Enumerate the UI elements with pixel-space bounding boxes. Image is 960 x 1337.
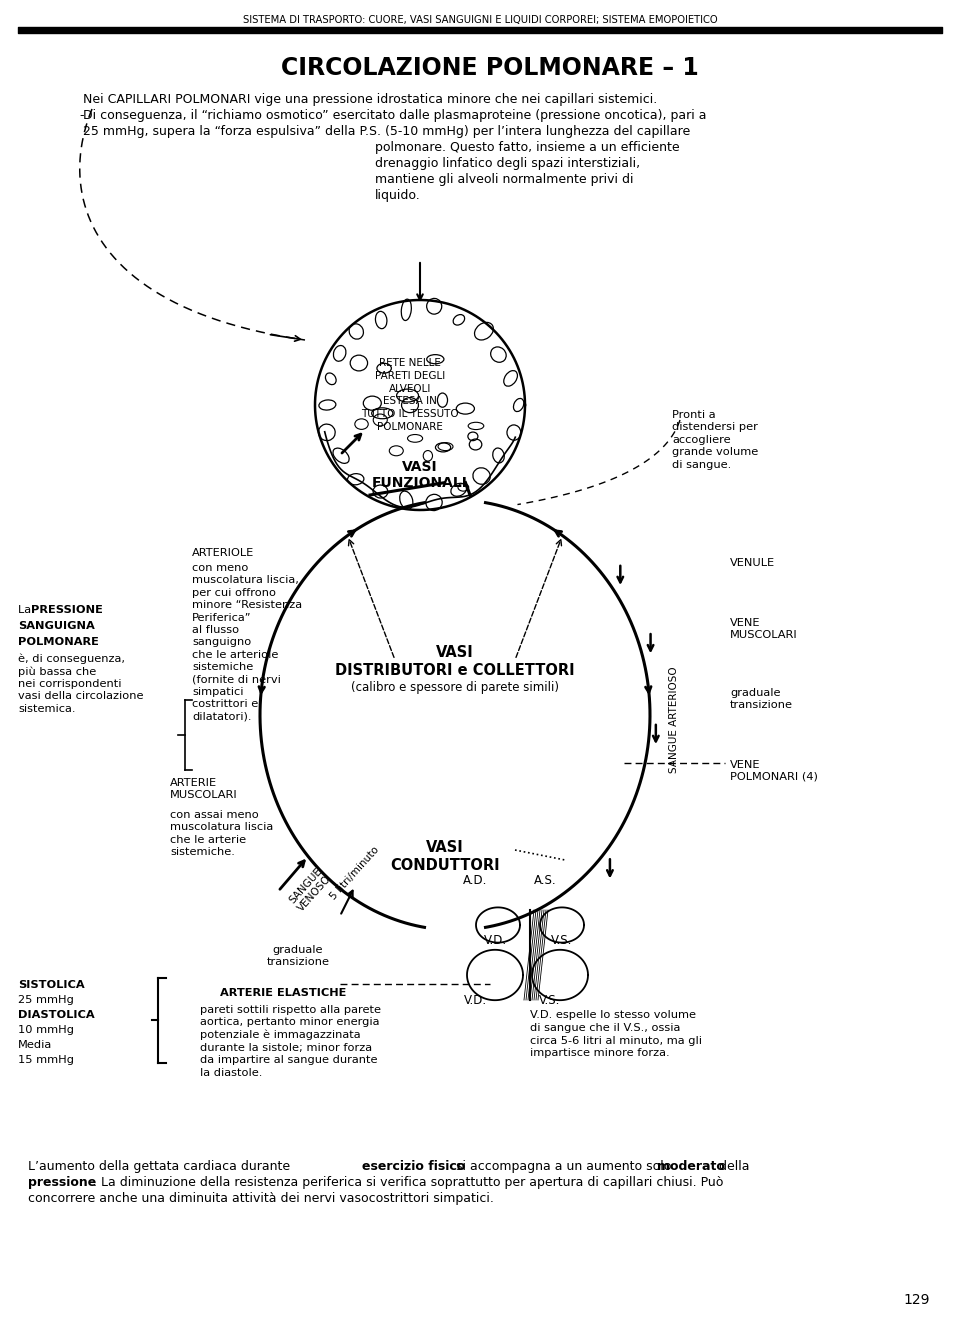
Text: VASI: VASI	[426, 840, 464, 854]
Text: V.S.: V.S.	[540, 993, 561, 1007]
Text: drenaggio linfatico degli spazi interstiziali,: drenaggio linfatico degli spazi intersti…	[375, 156, 640, 170]
Text: 129: 129	[903, 1293, 930, 1308]
Text: PRESSIONE: PRESSIONE	[31, 606, 103, 615]
Text: con meno
muscolatura liscia,
per cui offrono
minore “Resistenza
Periferica”
al f: con meno muscolatura liscia, per cui off…	[192, 563, 302, 722]
Text: 25 mmHg, supera la “forza espulsiva” della P.S. (5-10 mmHg) per l’intera lunghez: 25 mmHg, supera la “forza espulsiva” del…	[83, 124, 690, 138]
Text: esercizio fisico: esercizio fisico	[362, 1161, 466, 1173]
Text: (calibro e spessore di parete simili): (calibro e spessore di parete simili)	[351, 681, 559, 694]
Text: della: della	[715, 1161, 750, 1173]
Text: 25 mmHg: 25 mmHg	[18, 995, 74, 1005]
Text: ARTERIE ELASTICHE: ARTERIE ELASTICHE	[220, 988, 347, 997]
Text: Di conseguenza, il “richiamo osmotico” esercitato dalle plasmaproteine (pression: Di conseguenza, il “richiamo osmotico” e…	[83, 110, 707, 122]
Text: VENE
MUSCOLARI: VENE MUSCOLARI	[730, 618, 798, 639]
Text: con assai meno
muscolatura liscia
che le arterie
sistemiche.: con assai meno muscolatura liscia che le…	[170, 810, 274, 857]
Text: V.D. espelle lo stesso volume
di sangue che il V.S., ossia
circa 5-6 litri al mi: V.D. espelle lo stesso volume di sangue …	[530, 1009, 702, 1059]
Text: VASI
FUNZIONALI: VASI FUNZIONALI	[372, 460, 468, 491]
Text: si accompagna a un aumento solo: si accompagna a un aumento solo	[452, 1161, 676, 1173]
Text: DIASTOLICA: DIASTOLICA	[18, 1009, 95, 1020]
Text: A.S.: A.S.	[534, 873, 556, 886]
Text: RETE NELLE
PARETI DEGLI
ALVEOLI
ESTESA IN
TUTTO IL TESSUTO
POLMONARE: RETE NELLE PARETI DEGLI ALVEOLI ESTESA I…	[361, 358, 459, 432]
Text: pressione: pressione	[28, 1177, 96, 1189]
Text: SANGUE
VENOSO: SANGUE VENOSO	[287, 866, 333, 913]
Text: VASI: VASI	[436, 644, 474, 660]
Text: pareti sottili rispetto alla parete
aortica, pertanto minor energia
potenziale è: pareti sottili rispetto alla parete aort…	[200, 1005, 381, 1078]
Text: 10 mmHg: 10 mmHg	[18, 1025, 74, 1035]
Text: POLMONARE: POLMONARE	[18, 636, 99, 647]
Text: concorrere anche una diminuita attività dei nervi vasocostrittori simpatici.: concorrere anche una diminuita attività …	[28, 1193, 493, 1205]
Text: L’aumento della gettata cardiaca durante: L’aumento della gettata cardiaca durante	[28, 1161, 294, 1173]
Text: graduale
transizione: graduale transizione	[267, 945, 329, 967]
Text: A.D.: A.D.	[463, 873, 487, 886]
Text: ARTERIE
MUSCOLARI: ARTERIE MUSCOLARI	[170, 778, 238, 800]
Text: Media: Media	[18, 1040, 52, 1050]
Text: SISTOLICA: SISTOLICA	[18, 980, 84, 989]
Text: SANGUIGNA: SANGUIGNA	[18, 620, 95, 631]
Text: V.D.: V.D.	[464, 993, 487, 1007]
Text: moderato: moderato	[657, 1161, 725, 1173]
Text: polmonare. Questo fatto, insieme a un efficiente: polmonare. Questo fatto, insieme a un ef…	[375, 140, 680, 154]
Text: SISTEMA DI TRASPORTO: CUORE, VASI SANGUIGNI E LIQUIDI CORPOREI; SISTEMA EMOPOIET: SISTEMA DI TRASPORTO: CUORE, VASI SANGUI…	[243, 15, 717, 25]
Text: DISTRIBUTORI e COLLETTORI: DISTRIBUTORI e COLLETTORI	[335, 663, 575, 678]
Text: 5 litri/minuto: 5 litri/minuto	[328, 845, 381, 901]
Text: CONDUTTORI: CONDUTTORI	[390, 858, 500, 873]
Text: 15 mmHg: 15 mmHg	[18, 1055, 74, 1066]
Text: Pronti a
distendersi per
accogliere
grande volume
di sangue.: Pronti a distendersi per accogliere gran…	[672, 410, 758, 469]
Text: liquido.: liquido.	[375, 189, 420, 202]
Text: graduale
transizione: graduale transizione	[730, 689, 793, 710]
Text: CIRCOLAZIONE POLMONARE – 1: CIRCOLAZIONE POLMONARE – 1	[281, 56, 699, 80]
Text: è, di conseguenza,
più bassa che
nei corrispondenti
vasi della circolazione
sist: è, di conseguenza, più bassa che nei cor…	[18, 652, 143, 714]
Text: SANGUE ARTERIOSO: SANGUE ARTERIOSO	[669, 667, 679, 773]
Text: VENE
POLMONARI (4): VENE POLMONARI (4)	[730, 759, 818, 782]
Text: -: -	[79, 110, 84, 122]
Text: ARTERIOLE: ARTERIOLE	[192, 548, 254, 558]
Text: mantiene gli alveoli normalmente privi di: mantiene gli alveoli normalmente privi d…	[375, 172, 634, 186]
Text: . La diminuzione della resistenza periferica si verifica soprattutto per apertur: . La diminuzione della resistenza perife…	[93, 1177, 724, 1189]
Text: V.D.: V.D.	[484, 933, 507, 947]
Text: Nei CAPILLARI POLMONARI vige una pressione idrostatica minore che nei capillari : Nei CAPILLARI POLMONARI vige una pressio…	[83, 94, 658, 106]
Text: VENULE: VENULE	[730, 558, 775, 568]
Text: La: La	[18, 606, 35, 615]
Text: V.S.: V.S.	[551, 933, 573, 947]
